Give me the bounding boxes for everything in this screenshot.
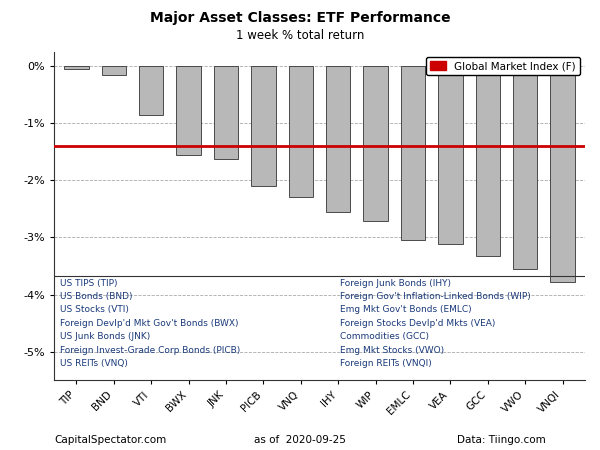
Text: Foreign Devlp'd Mkt Gov't Bonds (BWX): Foreign Devlp'd Mkt Gov't Bonds (BWX) — [59, 319, 238, 328]
Text: Commodities (GCC): Commodities (GCC) — [340, 332, 429, 341]
Text: US Junk Bonds (JNK): US Junk Bonds (JNK) — [59, 332, 150, 341]
Legend: Global Market Index (F): Global Market Index (F) — [426, 57, 580, 75]
Text: Foreign Gov't Inflation-Linked Bonds (WIP): Foreign Gov't Inflation-Linked Bonds (WI… — [340, 292, 531, 301]
Text: US Bonds (BND): US Bonds (BND) — [59, 292, 132, 301]
Text: Foreign Stocks Devlp'd Mkts (VEA): Foreign Stocks Devlp'd Mkts (VEA) — [340, 319, 496, 328]
Text: Emg Mkt Gov't Bonds (EMLC): Emg Mkt Gov't Bonds (EMLC) — [340, 306, 472, 315]
Bar — [550, 66, 575, 282]
Bar — [251, 66, 275, 186]
Bar — [101, 66, 126, 75]
Text: Foreign REITs (VNQI): Foreign REITs (VNQI) — [340, 359, 432, 368]
Bar — [139, 66, 163, 115]
Text: Foreign Junk Bonds (IHY): Foreign Junk Bonds (IHY) — [340, 279, 451, 288]
Bar — [64, 66, 89, 69]
Bar — [513, 66, 538, 269]
Bar — [438, 66, 463, 244]
Text: US TIPS (TIP): US TIPS (TIP) — [59, 279, 117, 288]
Text: CapitalSpectator.com: CapitalSpectator.com — [54, 435, 166, 445]
Text: Major Asset Classes: ETF Performance: Major Asset Classes: ETF Performance — [149, 11, 451, 25]
Bar — [476, 66, 500, 256]
Text: Emg Mkt Stocks (VWO): Emg Mkt Stocks (VWO) — [340, 346, 444, 355]
Bar — [214, 66, 238, 158]
Bar — [176, 66, 201, 155]
Text: Data: Tiingo.com: Data: Tiingo.com — [457, 435, 546, 445]
Text: Foreign Invest-Grade Corp Bonds (PICB): Foreign Invest-Grade Corp Bonds (PICB) — [59, 346, 240, 355]
Text: as of  2020-09-25: as of 2020-09-25 — [254, 435, 346, 445]
Bar — [326, 66, 350, 211]
Bar — [289, 66, 313, 198]
Text: 1 week % total return: 1 week % total return — [236, 29, 364, 42]
Text: US REITs (VNQ): US REITs (VNQ) — [59, 359, 127, 368]
Bar — [401, 66, 425, 240]
Bar — [364, 66, 388, 221]
Text: US Stocks (VTI): US Stocks (VTI) — [59, 306, 128, 315]
